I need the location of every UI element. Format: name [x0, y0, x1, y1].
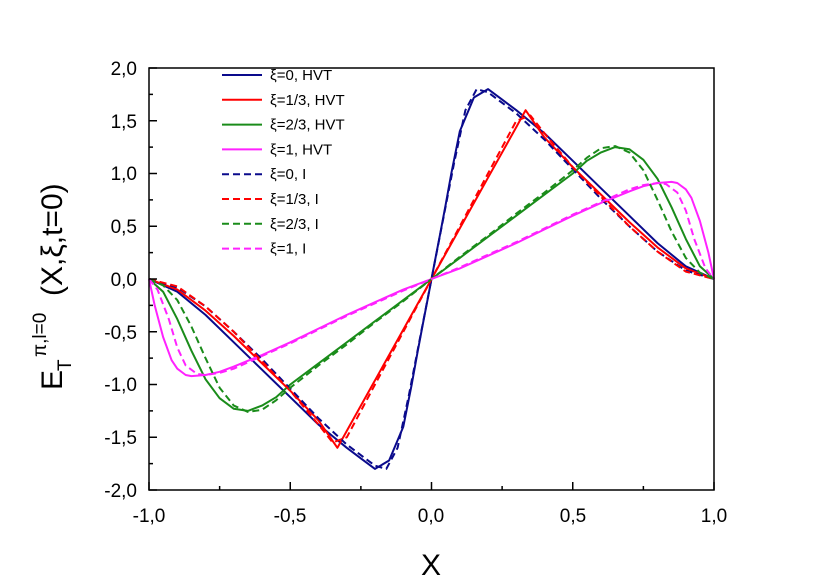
y-tick-label: -0,5	[104, 323, 137, 344]
axis-ticks	[148, 67, 715, 491]
y-axis-title-arguments: (X,ξ,t=0)	[36, 183, 69, 296]
x-tick-label: 0,5	[560, 506, 586, 527]
y-tick-label: 2,0	[111, 59, 137, 80]
y-axis-title-superscript: π,l=0	[30, 313, 51, 357]
legend-label: ξ=2/3, HVT	[270, 117, 345, 134]
y-tick-label: -1,0	[104, 375, 137, 396]
legend: ξ=0, HVT ξ=1/3, HVT ξ=2/3, HVT ξ=1, HVT ξ=0,…	[222, 67, 345, 258]
series-line-5	[148, 88, 715, 470]
y-tick-label: 1,0	[111, 164, 137, 185]
legend-label: ξ=1/3, I	[270, 191, 319, 208]
x-tick-label: 0,0	[418, 506, 444, 527]
y-axis-title-main: E	[36, 370, 69, 390]
series-lines	[148, 88, 715, 470]
x-tick-label: -0,5	[274, 506, 307, 527]
x-tick-label: -1,0	[133, 506, 166, 527]
y-tick-label: -2,0	[104, 481, 137, 502]
legend-label: ξ=1/3, HVT	[270, 92, 345, 109]
series-line-8	[148, 182, 715, 376]
legend-label: ξ=1, HVT	[270, 141, 332, 158]
y-axis-title: E T π,l=0 (X,ξ,t=0)	[30, 183, 76, 390]
legend-label: ξ=2/3, I	[270, 216, 319, 233]
y-tick-label: -1,5	[104, 428, 137, 449]
legend-label: ξ=0, HVT	[270, 67, 332, 84]
y-tick-label: 0,0	[111, 270, 137, 291]
y-tick-label: 1,5	[111, 112, 137, 133]
x-axis-title: X	[421, 549, 441, 582]
y-tick-label: 0,5	[111, 217, 137, 238]
y-axis-title-subscript: T	[55, 359, 76, 371]
legend-label: ξ=0, I	[270, 166, 306, 183]
legend-label: ξ=1, I	[270, 241, 306, 258]
x-tick-label: 1,0	[701, 506, 727, 527]
